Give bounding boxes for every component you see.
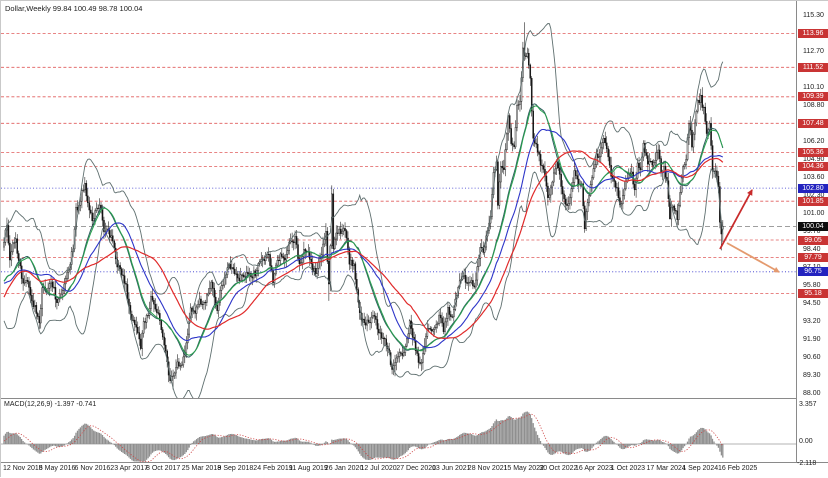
date-label: 28 Nov 2021 <box>467 465 508 472</box>
date-label: 11 Aug 2019 <box>289 465 328 472</box>
macd-scale-min: -2.118 <box>797 460 817 467</box>
bollinger-bands <box>3 23 724 398</box>
price-level-badge: 109.39 <box>798 92 828 102</box>
moving-average-lines <box>3 105 724 356</box>
price-level-badge: 100.04 <box>798 221 828 231</box>
price-tick-label: 106.20 <box>803 137 825 145</box>
date-axis[interactable]: 12 Nov 2015 8 May 2016 6 Nov 2016 23 Apr 20… <box>1 463 828 478</box>
chart-frame <box>1 1 828 465</box>
price-tick-label: 94.50 <box>803 299 821 307</box>
date-label: 23 Apr 2017 <box>110 465 149 472</box>
date-label: 16 Feb 2025 <box>718 465 758 472</box>
trend-arrow-down[interactable] <box>726 242 780 273</box>
date-label: 17 Mar 2024 <box>646 465 686 472</box>
price-level-badge: 107.48 <box>798 118 828 128</box>
candlestick-series <box>3 22 724 390</box>
date-label: 15 May 2022 <box>503 465 544 472</box>
date-label: 9 Sep 2018 <box>217 465 254 472</box>
date-label: 25 Mar 2018 <box>181 465 222 472</box>
date-label: 26 Jan 2020 <box>324 465 364 472</box>
macd-scale-max: 3.357 <box>799 401 817 408</box>
price-tick-label: 88.00 <box>803 389 821 397</box>
price-tick-label: 104.90 <box>803 155 825 163</box>
price-tick-label: 101.00 <box>803 209 825 217</box>
date-label: 24 Feb 2019 <box>253 465 293 472</box>
date-label: 12 Nov 2015 <box>3 465 43 472</box>
macd-indicator-pane <box>1 411 796 462</box>
price-tick-label: 102.30 <box>803 191 825 199</box>
date-label: 30 Oct 2022 <box>539 465 578 472</box>
price-tick-label: 93.20 <box>803 317 821 325</box>
trend-arrow-up[interactable] <box>719 189 753 250</box>
price-level-badge: 102.80 <box>798 183 828 193</box>
date-label: 8 Oct 2017 <box>146 465 181 472</box>
date-label: 1 Oct 2023 <box>610 465 646 472</box>
price-tick-label: 110.10 <box>803 83 824 91</box>
price-tick-label: 103.60 <box>803 173 825 181</box>
price-level-badge: 104.36 <box>798 162 828 171</box>
price-level-badge: 101.85 <box>798 196 828 206</box>
macd-indicator-label: MACD(12,26,9) -1.397 -0.741 <box>4 401 97 408</box>
price-tick-label: 108.80 <box>803 101 825 109</box>
price-tick-label: 98.40 <box>803 245 821 253</box>
date-label: 27 Dec 2020 <box>396 465 436 472</box>
price-axis[interactable]: 115.30112.70111.40110.10108.80106.20104.… <box>797 1 828 462</box>
price-level-badge: 96.75 <box>798 267 828 277</box>
date-label: 12 Jul 2020 <box>360 465 397 472</box>
price-tick-label: 115.30 <box>803 11 824 19</box>
price-level-badge: 99.05 <box>798 235 828 245</box>
price-level-badge: 105.36 <box>798 148 828 158</box>
date-label: 13 Jun 2021 <box>432 465 471 472</box>
price-level-badge: 111.52 <box>798 62 828 72</box>
price-level-badge: 95.18 <box>798 289 828 299</box>
price-level-badge: 113.96 <box>798 29 828 39</box>
symbol-title: Dollar,Weekly 99.84 100.49 98.78 100.04 <box>5 4 143 13</box>
price-tick-label: 89.30 <box>803 371 821 379</box>
date-label: 8 May 2016 <box>38 465 76 472</box>
support-resistance-lines[interactable] <box>1 33 796 295</box>
trend-arrows[interactable] <box>719 189 780 273</box>
date-label: 1 Sep 2024 <box>682 465 719 472</box>
price-tick-label: 112.70 <box>803 47 824 55</box>
price-tick-label: 90.60 <box>803 353 821 361</box>
price-tick-label: 97.10 <box>803 263 821 272</box>
date-label: 16 Apr 2023 <box>575 465 613 472</box>
macd-scale-zero: 0.00 <box>799 438 813 445</box>
price-tick-label: 91.90 <box>803 335 821 343</box>
price-tick-label: 95.80 <box>803 281 821 289</box>
price-tick-label: 99.70 <box>803 227 821 235</box>
date-label: 6 Nov 2016 <box>74 465 111 472</box>
price-level-badge: 97.79 <box>798 252 828 262</box>
